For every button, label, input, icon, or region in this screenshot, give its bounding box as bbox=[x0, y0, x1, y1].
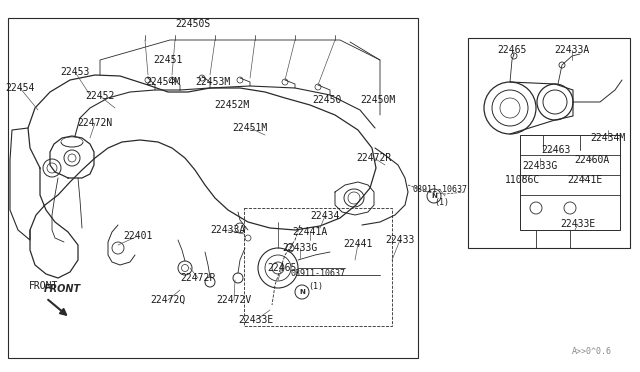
Text: 22465: 22465 bbox=[497, 45, 527, 55]
Text: 22433G: 22433G bbox=[282, 243, 317, 253]
Text: 22451: 22451 bbox=[154, 55, 182, 65]
Text: 22434: 22434 bbox=[310, 211, 340, 221]
Text: 22452M: 22452M bbox=[214, 100, 250, 110]
Text: 22454M: 22454M bbox=[145, 77, 180, 87]
Text: 22450: 22450 bbox=[312, 95, 342, 105]
Text: 22453: 22453 bbox=[60, 67, 90, 77]
Text: 22472V: 22472V bbox=[216, 295, 252, 305]
Circle shape bbox=[258, 248, 298, 288]
Text: 22433: 22433 bbox=[385, 235, 415, 245]
Text: A>>0^0.6: A>>0^0.6 bbox=[572, 347, 612, 356]
Text: 22472Q: 22472Q bbox=[150, 295, 186, 305]
Text: N: N bbox=[299, 289, 305, 295]
Bar bbox=[468, 38, 630, 248]
Circle shape bbox=[484, 82, 536, 134]
Text: 22401: 22401 bbox=[124, 231, 153, 241]
Text: 08911-10637: 08911-10637 bbox=[413, 186, 467, 195]
Text: 08911-10637: 08911-10637 bbox=[291, 269, 346, 279]
Text: 22463: 22463 bbox=[541, 145, 571, 155]
Text: 22433A: 22433A bbox=[554, 45, 589, 55]
Text: 22433E: 22433E bbox=[561, 219, 596, 229]
Text: 22451M: 22451M bbox=[232, 123, 268, 133]
Bar bbox=[8, 18, 418, 358]
Text: 11086C: 11086C bbox=[504, 175, 540, 185]
Text: 22433G: 22433G bbox=[522, 161, 557, 171]
Text: 22465: 22465 bbox=[268, 263, 297, 273]
Bar bbox=[520, 135, 620, 230]
Text: (1): (1) bbox=[308, 282, 323, 291]
Text: 22452: 22452 bbox=[85, 91, 115, 101]
Text: 22441: 22441 bbox=[343, 239, 372, 249]
Text: (1): (1) bbox=[435, 198, 449, 206]
Text: 22450S: 22450S bbox=[175, 19, 211, 29]
Text: 22441E: 22441E bbox=[568, 175, 603, 185]
Text: 22450M: 22450M bbox=[360, 95, 396, 105]
Text: 22453M: 22453M bbox=[195, 77, 230, 87]
Circle shape bbox=[537, 84, 573, 120]
Text: 22472R: 22472R bbox=[356, 153, 392, 163]
Text: 22433A: 22433A bbox=[211, 225, 246, 235]
Text: 22472N: 22472N bbox=[77, 118, 113, 128]
Text: FRONT: FRONT bbox=[44, 284, 81, 294]
Text: FRONT: FRONT bbox=[29, 281, 59, 291]
Text: 22460A: 22460A bbox=[574, 155, 610, 165]
Text: 22434M: 22434M bbox=[590, 133, 626, 143]
Text: 22441A: 22441A bbox=[292, 227, 328, 237]
Text: 22454: 22454 bbox=[5, 83, 35, 93]
Text: 22472P: 22472P bbox=[180, 273, 216, 283]
Text: 22433E: 22433E bbox=[238, 315, 274, 325]
Bar bbox=[244, 208, 392, 326]
Text: N: N bbox=[431, 193, 437, 199]
